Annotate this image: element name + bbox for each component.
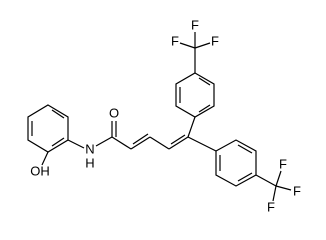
atom-label: O — [109, 105, 119, 120]
bond — [95, 136, 113, 147]
bond — [51, 109, 65, 119]
ring — [215, 139, 257, 187]
atom-label: F — [267, 199, 275, 214]
bond — [170, 134, 186, 145]
bond — [255, 174, 277, 187]
atom-label: F — [191, 17, 199, 32]
page: O N H OH F F F F F F (() => { const data… — [27, 17, 302, 215]
bond — [272, 185, 277, 202]
bond — [111, 136, 132, 150]
ring — [175, 72, 215, 118]
bond — [168, 136, 189, 150]
atom-label: N — [85, 141, 94, 156]
bond — [275, 170, 282, 187]
structure: O N H OH F F F F F F — [27, 17, 301, 214]
bond — [237, 172, 253, 182]
atom-label: H — [85, 155, 94, 170]
atom-label: F — [171, 33, 179, 48]
bond — [149, 136, 170, 150]
bond — [237, 144, 253, 154]
bond — [194, 42, 211, 49]
atom-label: F — [279, 156, 287, 171]
ring — [27, 104, 69, 153]
bond — [179, 42, 196, 49]
bond — [198, 104, 211, 113]
bond — [198, 77, 211, 86]
atom-label: OH — [30, 163, 50, 178]
bond — [67, 139, 85, 149]
bond — [51, 137, 65, 147]
bond — [187, 136, 217, 152]
bond — [187, 116, 196, 138]
bond — [275, 185, 292, 191]
atom-label: F — [211, 33, 219, 48]
bond — [130, 136, 151, 150]
bond — [41, 151, 49, 166]
bond — [132, 133, 149, 145]
atom-label: F — [293, 183, 301, 198]
